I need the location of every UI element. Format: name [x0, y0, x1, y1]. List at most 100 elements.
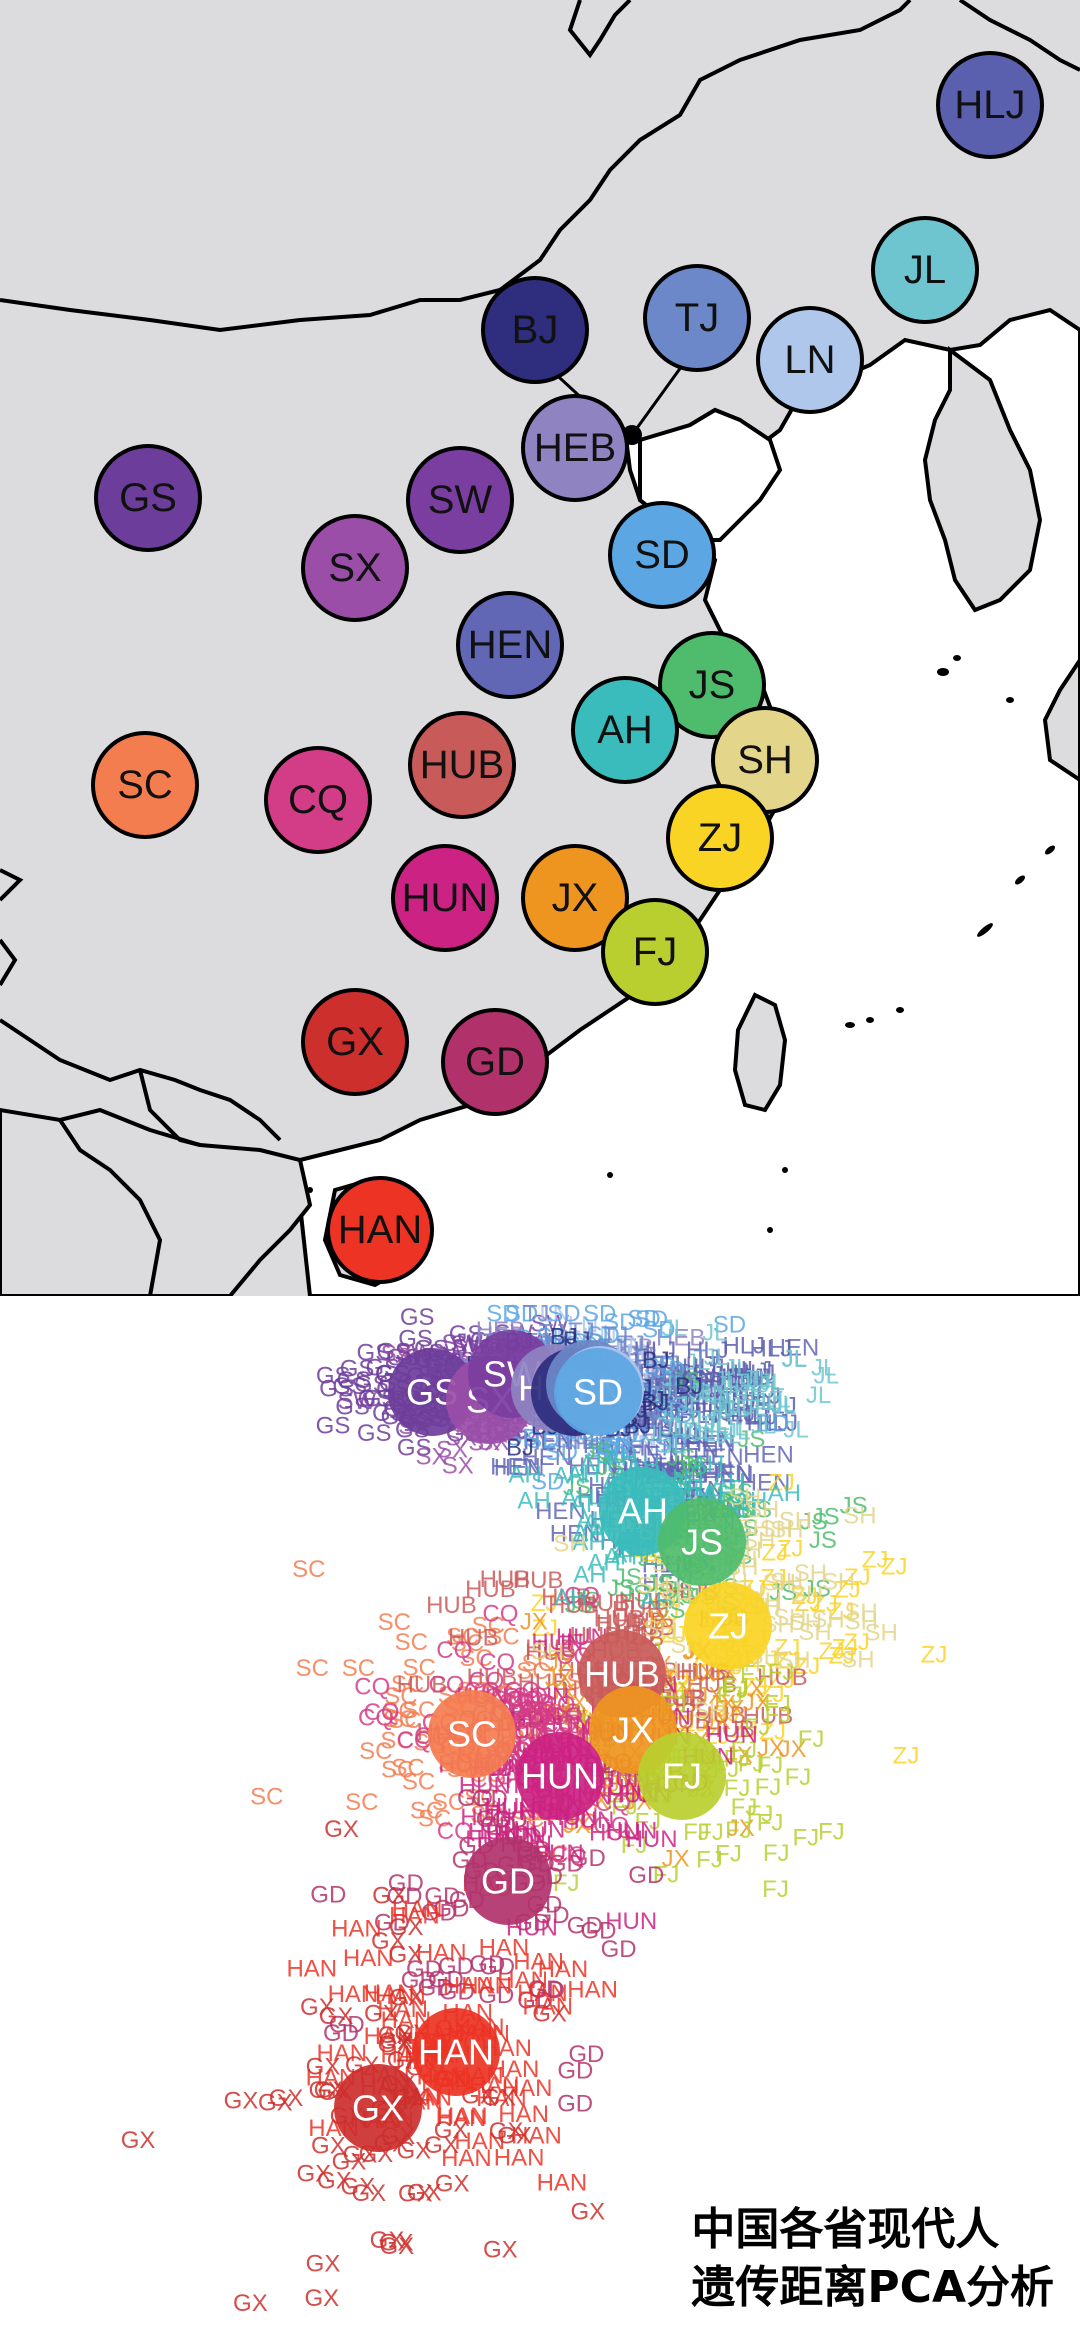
province-node-han: HAN	[326, 1176, 434, 1284]
pca-sample-label: SC	[402, 1697, 435, 1724]
pca-centroid-circle	[684, 1582, 772, 1670]
pca-sample-label: HLJ	[738, 1383, 781, 1410]
pca-sample-label: AH	[572, 1529, 605, 1556]
pca-sample-label: HAN	[511, 2122, 562, 2149]
pca-sample-label: HAN	[567, 1977, 618, 2004]
pca-sample-label: GS	[336, 1367, 371, 1394]
pca-sample-label: AH	[640, 1587, 673, 1614]
caption-line-1: 中国各省现代人	[691, 2204, 1000, 2255]
pca-sample-label: JL	[733, 1369, 758, 1396]
pca-sample-label: HLJ	[681, 1361, 724, 1388]
pca-sample-label: GX	[489, 2118, 524, 2145]
pca-sample-label: JL	[783, 1416, 808, 1443]
pca-sample-label: SC	[459, 1645, 492, 1672]
pca-sample-label: HEN	[702, 1460, 753, 1487]
pca-centroid-circle	[464, 1837, 552, 1925]
pca-sample-label: SD	[603, 1439, 636, 1466]
pca-sample-label: CQ	[479, 1649, 515, 1676]
province-label: CQ	[288, 778, 348, 822]
pca-sample-label: SD	[586, 1436, 619, 1463]
pca-sample-label: HAN	[364, 1980, 415, 2007]
pca-sample-label: SC	[472, 1613, 505, 1640]
pca-sample-label: SD	[756, 1410, 789, 1437]
pca-sample-label: HUB	[480, 1566, 531, 1593]
pca-sample-label: ZJ	[760, 1564, 787, 1591]
province-node-jx: JX	[521, 844, 629, 952]
pca-sample-label: JL	[771, 1393, 796, 1420]
pca-sample-label: JL	[806, 1382, 831, 1409]
pca-sample-label: JL	[661, 1365, 686, 1392]
pca-sample-label: HEN	[743, 1442, 794, 1469]
pca-sample-label: HUB	[619, 1589, 670, 1616]
pca-sample-label: HUN	[706, 1722, 758, 1749]
pca-sample-label: HUB	[448, 1625, 499, 1652]
pca-sample-label: GS	[400, 1304, 435, 1331]
pca-sample-label: JS	[672, 1368, 700, 1395]
pca-sample-label: JL	[703, 1412, 728, 1439]
province-node-jl: JL	[871, 216, 979, 324]
pca-sample-label: ZJ	[844, 1564, 871, 1591]
pca-sample-label: SD	[603, 1309, 636, 1336]
pca-sample-label: JL	[656, 1398, 681, 1425]
pca-sample-label: JX	[643, 1606, 671, 1633]
pca-sample-label: JL	[688, 1378, 713, 1405]
province-circle	[608, 501, 716, 609]
pca-sample-label: GX	[378, 2031, 413, 2058]
pca-centroid-label: JS	[681, 1522, 723, 1563]
pca-sample-label: GX	[379, 2028, 414, 2055]
province-label: SW	[428, 478, 493, 522]
pca-sample-label: JS	[646, 1570, 674, 1597]
pca-sample-label: HEN	[645, 1374, 696, 1401]
pca-sample-label: JX	[737, 1676, 765, 1703]
pca-sample-label: FJ	[757, 1752, 784, 1779]
province-node-zj: ZJ	[666, 784, 774, 892]
province-circle	[408, 711, 516, 819]
pca-sample-label: HLJ	[733, 1377, 776, 1404]
pca-sample-label: TJ	[693, 1345, 720, 1372]
province-label: SH	[737, 738, 793, 782]
pca-sample-label: SD	[547, 1301, 580, 1328]
pca-sample-label: JL	[742, 1365, 767, 1392]
province-circle	[301, 514, 409, 622]
pca-sample-label: TJ	[657, 1360, 684, 1387]
pca-sample-label: SD	[627, 1305, 660, 1332]
pca-centroid-han: HAN	[412, 2008, 500, 2096]
pca-sample-label: JS	[621, 1580, 649, 1607]
pca-sample-label: CQ	[468, 1667, 504, 1694]
pca-sample-label: HLJ	[707, 1390, 750, 1417]
pca-sample-label: GX	[300, 1994, 335, 2021]
pca-sample-label: HLJ	[704, 1369, 747, 1396]
province-circle	[481, 276, 589, 384]
southwest-border	[0, 1018, 282, 1142]
pca-sample-label: ZJ	[795, 1590, 822, 1617]
pca-sample-label: GX	[319, 2003, 354, 2030]
pca-centroid-hun: HUN	[516, 1732, 604, 1820]
pca-sample-label: ZJ	[732, 1717, 759, 1744]
province-circle	[666, 784, 774, 892]
pca-sample-label: SH	[794, 1560, 827, 1587]
pca-sample-label: GD	[528, 1976, 564, 2003]
pca-sample-label: SH	[777, 1647, 810, 1674]
pca-sample-label: HLJ	[650, 1385, 693, 1412]
pca-sample-label: GD	[517, 1988, 553, 2015]
pca-sample-label: FJ	[607, 1788, 634, 1815]
pca-sample-label: SC	[384, 1683, 417, 1710]
province-label: GX	[326, 1020, 384, 1064]
pca-sample-label: CQ	[521, 1697, 557, 1724]
pca-sample-label: JL	[691, 1421, 716, 1448]
pca-sample-label: SH	[845, 1609, 878, 1636]
pca-sample-label: SC	[391, 1671, 424, 1698]
pca-sample-label: AH	[517, 1488, 550, 1515]
pca-sample-label: FJ	[634, 1809, 661, 1836]
pca-sample-label: CQ	[505, 1686, 541, 1713]
pca-sample-label: SD	[583, 1301, 616, 1328]
pca-sample-label: GX	[332, 2148, 367, 2175]
pca-sample-label: SC	[516, 1658, 549, 1685]
pca-sample-label: JL	[737, 1381, 762, 1408]
pca-sample-label: JS	[769, 1579, 797, 1606]
province-node-fj: FJ	[601, 898, 709, 1006]
pca-sample-label: ZJ	[768, 1469, 795, 1496]
pca-sample-label: HLJ	[633, 1348, 676, 1375]
pca-sample-label: FJ	[757, 1809, 784, 1836]
pca-sample-label: HLJ	[750, 1336, 793, 1363]
